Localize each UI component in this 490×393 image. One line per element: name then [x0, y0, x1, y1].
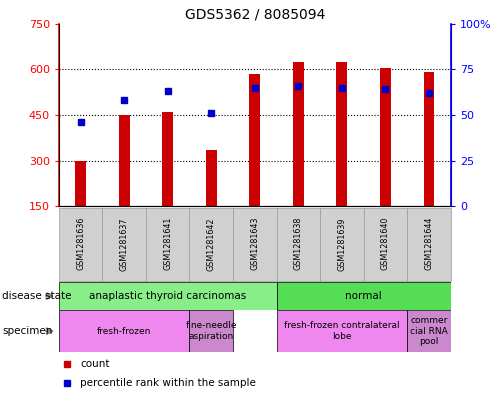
Bar: [102, 208, 146, 281]
Bar: [423, 72, 435, 206]
Text: GSM1281637: GSM1281637: [120, 217, 129, 270]
Bar: [75, 161, 86, 206]
Text: GSM1281644: GSM1281644: [424, 217, 434, 270]
Text: GSM1281642: GSM1281642: [207, 217, 216, 270]
Text: GSM1281643: GSM1281643: [250, 217, 259, 270]
Text: GSM1281638: GSM1281638: [294, 217, 303, 270]
Bar: [162, 112, 173, 206]
Text: anaplastic thyroid carcinomas: anaplastic thyroid carcinomas: [89, 291, 246, 301]
Bar: [320, 208, 364, 281]
Text: fresh-frozen: fresh-frozen: [97, 327, 151, 336]
Text: commer
cial RNA
pool: commer cial RNA pool: [410, 316, 448, 346]
Bar: [276, 282, 451, 310]
Text: GSM1281640: GSM1281640: [381, 217, 390, 270]
Text: percentile rank within the sample: percentile rank within the sample: [80, 378, 256, 388]
Bar: [146, 208, 190, 281]
Text: fine-needle
aspiration: fine-needle aspiration: [186, 321, 237, 341]
Text: disease state: disease state: [2, 291, 72, 301]
Text: normal: normal: [345, 291, 382, 301]
Bar: [276, 208, 320, 281]
Bar: [364, 208, 407, 281]
Text: specimen: specimen: [2, 326, 53, 336]
Title: GDS5362 / 8085094: GDS5362 / 8085094: [185, 7, 325, 21]
Bar: [233, 208, 276, 281]
Text: count: count: [80, 358, 110, 369]
Bar: [249, 74, 260, 206]
Bar: [293, 62, 304, 206]
Text: GSM1281636: GSM1281636: [76, 217, 85, 270]
Text: GSM1281639: GSM1281639: [338, 217, 346, 270]
Bar: [407, 310, 451, 352]
Bar: [206, 150, 217, 206]
Bar: [190, 208, 233, 281]
Bar: [59, 208, 102, 281]
Bar: [380, 68, 391, 206]
Text: GSM1281641: GSM1281641: [163, 217, 172, 270]
Bar: [276, 310, 407, 352]
Text: fresh-frozen contralateral
lobe: fresh-frozen contralateral lobe: [284, 321, 400, 341]
Bar: [337, 62, 347, 206]
Bar: [407, 208, 451, 281]
Bar: [119, 115, 129, 206]
Bar: [59, 310, 190, 352]
Bar: [59, 282, 276, 310]
Bar: [190, 310, 233, 352]
